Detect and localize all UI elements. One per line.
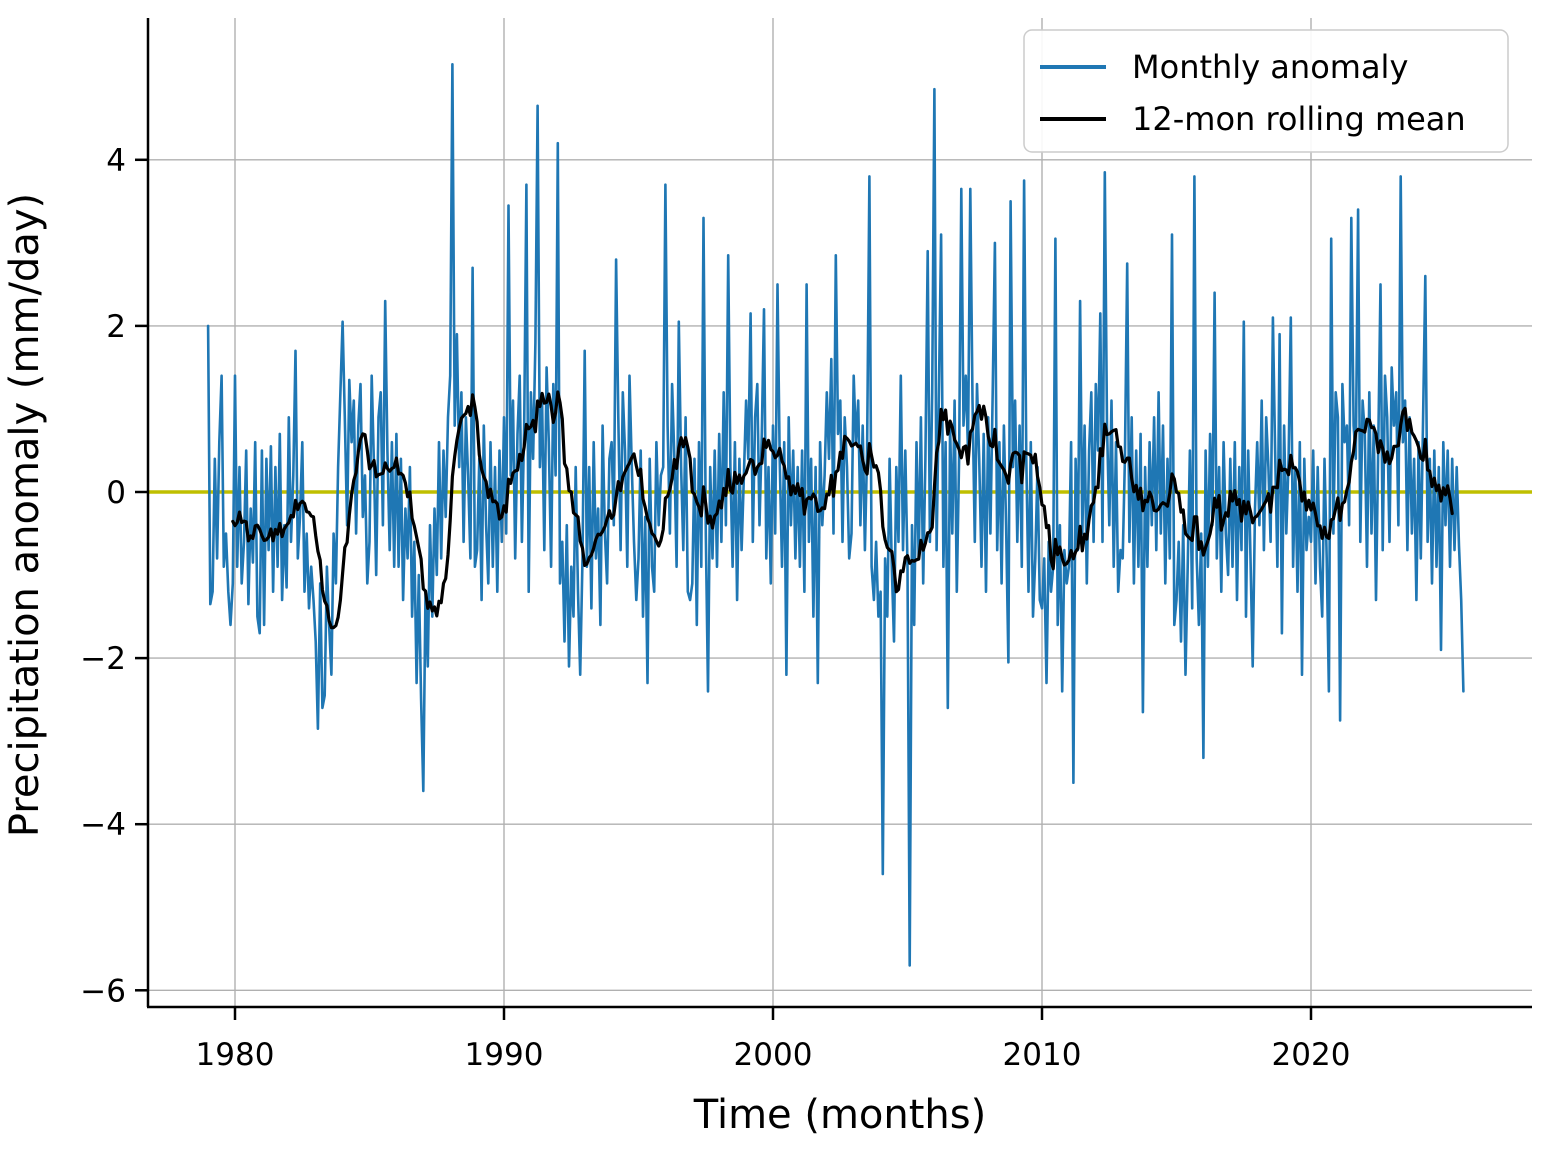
legend-label-monthly-anomaly: Monthly anomaly — [1132, 48, 1408, 86]
y-tick-label: 2 — [106, 309, 126, 345]
x-tick-label: 2010 — [1003, 1037, 1082, 1073]
x-tick-label: 1990 — [465, 1037, 544, 1073]
x-tick-label: 1980 — [196, 1037, 275, 1073]
y-tick-label: −2 — [80, 641, 126, 677]
y-axis-label: Precipitation anomaly (mm/day) — [2, 193, 48, 837]
x-axis-label: Time (months) — [693, 1092, 986, 1138]
x-tick-label: 2000 — [734, 1037, 813, 1073]
legend-label-rolling-mean: 12-mon rolling mean — [1132, 100, 1466, 138]
rolling-mean-line — [231, 390, 1454, 630]
monthly-anomaly-line — [206, 63, 1465, 967]
y-tick-label: −4 — [80, 807, 126, 843]
legend-box — [1023, 29, 1509, 153]
legend: Monthly anomaly 12-mon rolling mean — [1023, 29, 1509, 153]
y-tick-label: 0 — [106, 475, 126, 511]
data-layer — [148, 63, 1532, 967]
axes-layer: 1980 1990 2000 2010 2020 −6 −4 −2 0 2 4 — [80, 18, 1532, 1073]
y-tick-label: 4 — [106, 143, 126, 179]
y-tick-label: −6 — [80, 973, 126, 1009]
x-tick-label: 2020 — [1272, 1037, 1351, 1073]
